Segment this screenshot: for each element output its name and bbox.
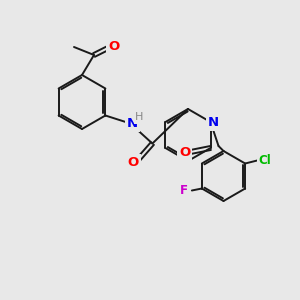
Text: O: O — [108, 40, 120, 52]
Text: H: H — [135, 112, 144, 122]
Text: N: N — [208, 116, 219, 128]
Text: Cl: Cl — [259, 154, 272, 167]
Text: F: F — [180, 184, 188, 197]
Text: O: O — [128, 156, 139, 169]
Text: N: N — [127, 117, 138, 130]
Text: O: O — [179, 146, 190, 160]
